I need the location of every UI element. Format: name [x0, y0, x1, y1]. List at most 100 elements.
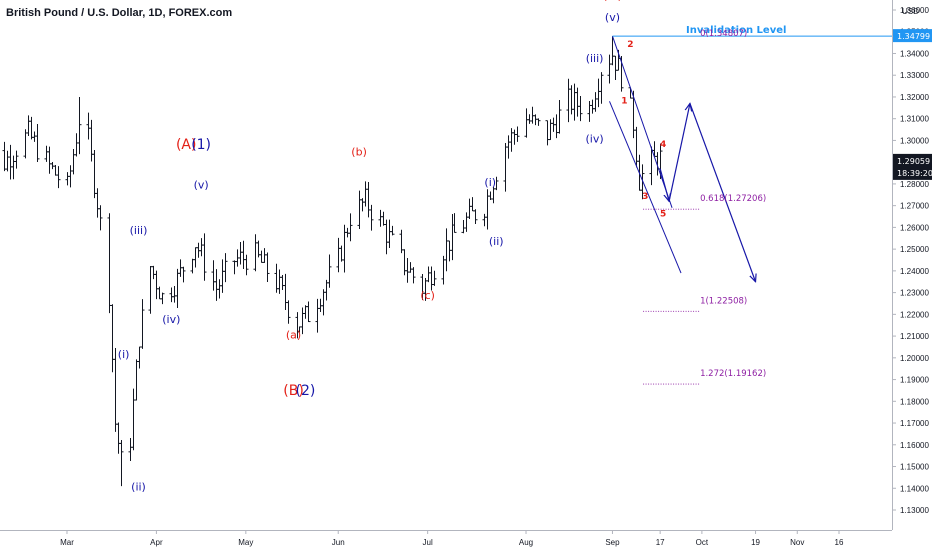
last-price-badge	[893, 153, 932, 180]
ohlc-bar	[280, 274, 285, 291]
ohlc-bar	[131, 388, 136, 451]
projection-leg[interactable]	[668, 103, 690, 202]
ohlc-bar	[95, 188, 100, 218]
ohlc-bar	[32, 131, 37, 142]
x-tick-label: 16	[835, 538, 844, 547]
y-tick-label: 1.36000	[900, 6, 929, 15]
y-tick-label: 1.15000	[900, 463, 929, 472]
ohlc-bar	[241, 240, 246, 270]
ohlc-bar	[169, 287, 174, 303]
ohlc-bar	[151, 265, 156, 280]
ohlc-bar	[378, 209, 383, 227]
fib-level-label: 1.272(1.19162)	[700, 369, 766, 379]
x-tick-label: 19	[751, 538, 760, 547]
ohlc-bar	[157, 286, 162, 300]
wave-label: (iv)	[585, 133, 603, 146]
ohlc-bar	[283, 273, 288, 310]
x-tick-label: Nov	[790, 538, 804, 547]
wave-label: 3	[642, 192, 648, 202]
y-tick-label: 1.20000	[900, 354, 929, 363]
y-tick-label: 1.33000	[900, 71, 929, 80]
currency-label: USD	[902, 7, 919, 16]
ohlc-bar	[524, 108, 529, 138]
ohlc-bar	[569, 85, 574, 115]
channel-line[interactable]	[609, 101, 682, 274]
ohlc-bars	[2, 36, 663, 487]
ohlc-bar	[89, 119, 94, 162]
ohlc-bar	[509, 128, 514, 152]
wave-label: (b)	[351, 146, 367, 159]
ohlc-bar	[575, 87, 580, 117]
ohlc-bar	[5, 150, 10, 172]
y-tick-label: 1.32000	[900, 93, 929, 102]
wave-label: 4	[660, 140, 666, 150]
ohlc-bar	[557, 100, 562, 134]
ohlc-bar	[140, 299, 145, 349]
ohlc-bar	[160, 292, 165, 305]
x-tick-label: Aug	[519, 538, 533, 547]
wave-label: (i)	[484, 176, 496, 189]
invalidation-label: Invalidation Level	[686, 25, 786, 36]
wave-label: 1	[621, 96, 627, 106]
ohlc-bar	[360, 198, 365, 212]
y-tick-label: 1.24000	[900, 267, 929, 276]
x-tick-label: Jul	[423, 538, 433, 547]
fib-level-label: 0.618(1.27206)	[700, 194, 766, 204]
y-tick-label: 1.28000	[900, 180, 929, 189]
y-tick-label: 1.16000	[900, 441, 929, 450]
ohlc-bar	[148, 265, 153, 314]
ohlc-bar	[107, 213, 112, 314]
projection-leg[interactable]	[689, 103, 756, 281]
y-tick-label: 1.30000	[900, 136, 929, 145]
fib-level-label: 0(1.34807)	[700, 29, 747, 39]
x-tick-label: Mar	[60, 538, 74, 547]
ohlc-bar	[29, 116, 34, 140]
ohlc-bar	[485, 189, 490, 230]
ohlc-bar	[491, 186, 496, 204]
x-tick-label: May	[238, 538, 253, 547]
ohlc-bar	[369, 204, 374, 231]
ohlc-bar	[56, 166, 61, 189]
wave-label: (iv)	[162, 313, 180, 326]
ohlc-bar	[339, 245, 344, 262]
last-price-text: 1.29059	[897, 157, 930, 166]
ohlc-bar	[366, 182, 371, 218]
ohlc-bar	[175, 268, 180, 309]
ohlc-bar	[655, 152, 660, 176]
x-tick-label: Oct	[696, 538, 709, 547]
ohlc-bar	[238, 242, 243, 265]
ohlc-bar	[473, 209, 478, 224]
ohlc-bar	[444, 228, 449, 272]
wave-label: (B)	[283, 383, 304, 399]
ohlc-bar	[303, 305, 308, 319]
ohlc-bar	[214, 269, 219, 301]
ohlc-bar	[336, 237, 341, 273]
ohlc-bar	[199, 238, 204, 257]
ohlc-bar	[512, 129, 517, 145]
ohlc-bar	[530, 106, 535, 124]
ohlc-bar	[154, 270, 159, 300]
y-tick-label: 1.19000	[900, 376, 929, 385]
ohlc-bar	[202, 233, 207, 281]
wave-label: (v)	[194, 178, 209, 191]
projection-leg[interactable]	[659, 168, 669, 202]
ohlc-bar	[220, 259, 225, 293]
ohlc-bar	[23, 129, 28, 159]
ohlc-bar	[390, 225, 395, 236]
ohlc-bar	[452, 213, 457, 233]
ohlc-bar	[587, 100, 592, 122]
ohlc-bar	[381, 211, 386, 226]
ohlc-bar	[387, 219, 392, 249]
ohlc-bar	[14, 150, 19, 169]
ohlc-bar	[193, 247, 198, 268]
channel-line[interactable]	[611, 35, 673, 208]
ohlc-bar	[11, 155, 16, 180]
ohlc-bar	[181, 266, 186, 283]
ohlc-bar	[345, 227, 350, 238]
ohlc-bar	[315, 298, 320, 333]
ohlc-bar	[429, 266, 434, 291]
y-tick-label: 1.26000	[900, 223, 929, 232]
ohlc-bar	[244, 254, 249, 276]
ohlc-bar	[134, 359, 139, 401]
